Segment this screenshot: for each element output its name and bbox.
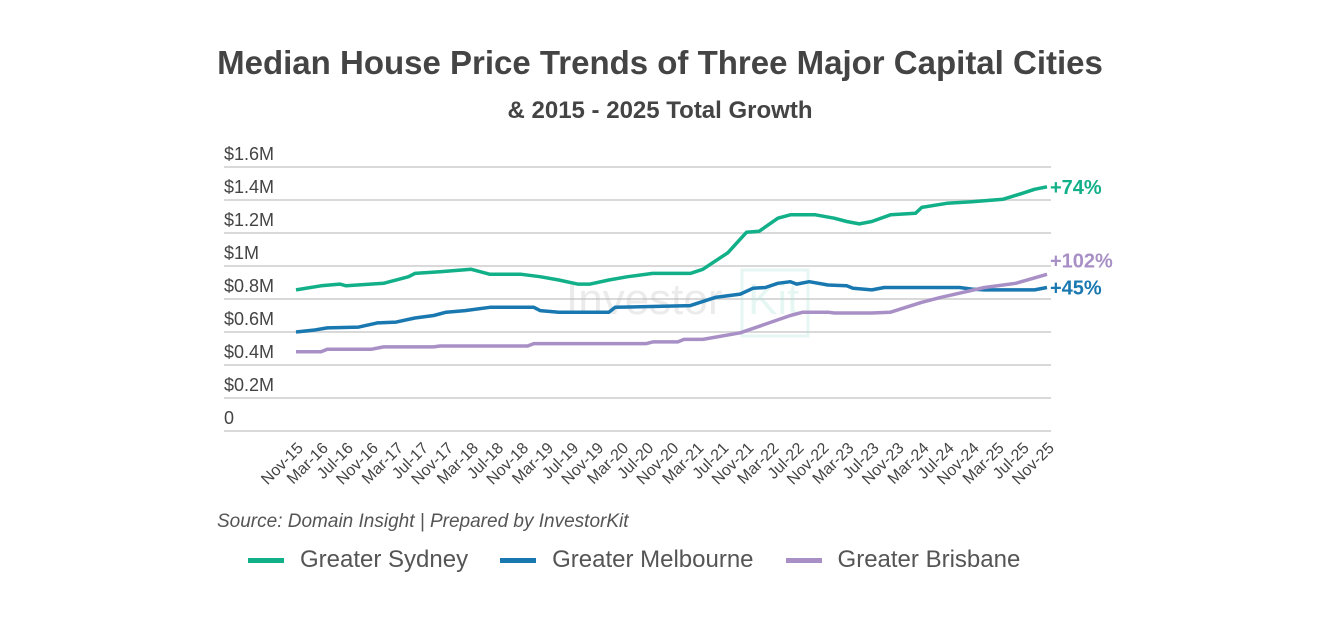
y-tick-label: $0.8M bbox=[224, 276, 274, 296]
y-tick-label: 0 bbox=[224, 408, 234, 428]
y-tick-label: $1.2M bbox=[224, 210, 274, 230]
growth-label: +102% bbox=[1050, 250, 1113, 272]
gridlines bbox=[224, 166, 1051, 432]
series-line-greater-melbourne bbox=[295, 279, 1048, 334]
x-axis-labels: Nov-15Mar-16Jul-16Nov-16Mar-17Jul-17Nov-… bbox=[258, 440, 1058, 489]
legend-label: Greater Brisbane bbox=[837, 546, 1021, 573]
legend-item-melbourne: Greater Melbourne bbox=[500, 546, 754, 574]
legend-label: Greater Melbourne bbox=[552, 546, 754, 573]
y-tick-label: $1.6M bbox=[224, 144, 274, 164]
y-tick-label: $0.2M bbox=[224, 375, 274, 395]
series-line-greater-sydney bbox=[295, 185, 1048, 292]
series-lines bbox=[295, 185, 1048, 354]
source-note: Source: Domain Insight | Prepared by Inv… bbox=[217, 511, 629, 532]
growth-labels: +74% +45% +102% bbox=[1050, 177, 1113, 300]
legend-item-brisbane: Greater Brisbane bbox=[785, 546, 1021, 574]
legend-label: Greater Sydney bbox=[300, 546, 469, 573]
legend-swatch bbox=[500, 557, 537, 563]
growth-label: +74% bbox=[1050, 177, 1102, 199]
legend-item-sydney: Greater Sydney bbox=[248, 546, 468, 574]
y-tick-label: $1M bbox=[224, 243, 259, 263]
y-tick-label: $0.6M bbox=[224, 309, 274, 329]
y-tick-label: $0.4M bbox=[224, 342, 274, 362]
series-line-greater-brisbane bbox=[296, 272, 1048, 354]
chart-subtitle: & 2015 - 2025 Total Growth bbox=[507, 97, 813, 124]
growth-label: +45% bbox=[1050, 277, 1102, 299]
legend: Greater Sydney Greater Melbourne Greater… bbox=[248, 546, 1020, 574]
legend-swatch bbox=[248, 557, 284, 563]
legend-swatch bbox=[785, 557, 822, 563]
chart-title: Median House Price Trends of Three Major… bbox=[217, 44, 1103, 81]
y-tick-label: $1.4M bbox=[224, 177, 274, 197]
y-axis-labels: 0 $0.2M $0.4M $0.6M $0.8M $1M $1.2M $1.4M $1.6M bbox=[224, 144, 274, 428]
